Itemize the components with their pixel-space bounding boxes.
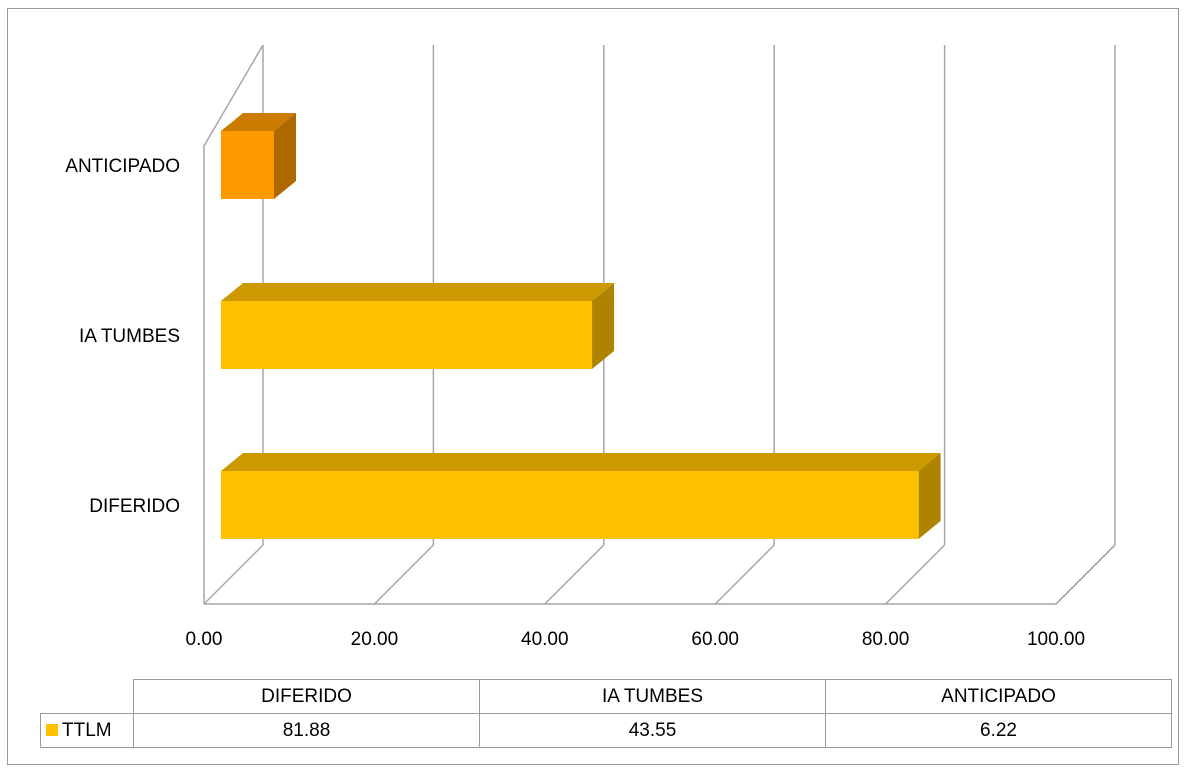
chart-frame (7, 8, 1179, 765)
category-label: IA TUMBES (79, 326, 180, 347)
left-wall (203, 44, 264, 604)
bar (221, 471, 919, 539)
bar-top-face (221, 453, 941, 471)
data-table-value: 81.88 (133, 713, 480, 748)
legend-label: TTLM (62, 719, 112, 741)
bar-top-face (221, 283, 615, 301)
x-tick-label: 60.00 (691, 629, 739, 650)
bar-top-face (221, 113, 296, 131)
floor-gridline (373, 544, 434, 605)
data-table: DIFERIDO IA TUMBES ANTICIPADO TTLM 81.88… (40, 679, 1172, 748)
floor-gridline (714, 544, 775, 605)
x-tick-label: 100.00 (1027, 629, 1085, 650)
data-table-series-row: TTLM 81.88 43.55 6.22 (40, 713, 1172, 748)
x-tick-label: 0.00 (186, 629, 223, 650)
data-table-category: ANTICIPADO (825, 679, 1172, 714)
floor-gridline (544, 544, 605, 605)
floor-gridline (1055, 544, 1116, 605)
data-table-header-row: DIFERIDO IA TUMBES ANTICIPADO (40, 679, 1172, 714)
bar-side-face (592, 283, 615, 369)
x-tick-label: 80.00 (862, 629, 910, 650)
bar (221, 131, 274, 199)
bars (221, 113, 941, 539)
data-table-category: IA TUMBES (479, 679, 826, 714)
bar-side-face (918, 453, 941, 539)
x-tick-labels: 0.00 20.00 40.00 60.00 80.00 100.00 (186, 629, 1086, 650)
bar (221, 301, 593, 369)
legend-key (46, 724, 58, 737)
data-table-value: 6.22 (825, 713, 1172, 748)
legend-entry: TTLM (40, 713, 134, 748)
x-tick-label: 40.00 (521, 629, 569, 650)
data-table-corner (40, 679, 134, 714)
data-table-category: DIFERIDO (133, 679, 480, 714)
category-label: ANTICIPADO (65, 156, 180, 177)
category-label: DIFERIDO (89, 496, 180, 517)
bar-side-face (273, 113, 296, 199)
x-tick-label: 20.00 (351, 629, 399, 650)
floor-gridline (203, 544, 264, 605)
floor-gridline (885, 544, 946, 605)
data-table-value: 43.55 (479, 713, 826, 748)
category-labels: DIFERIDO IA TUMBES ANTICIPADO (65, 156, 180, 517)
